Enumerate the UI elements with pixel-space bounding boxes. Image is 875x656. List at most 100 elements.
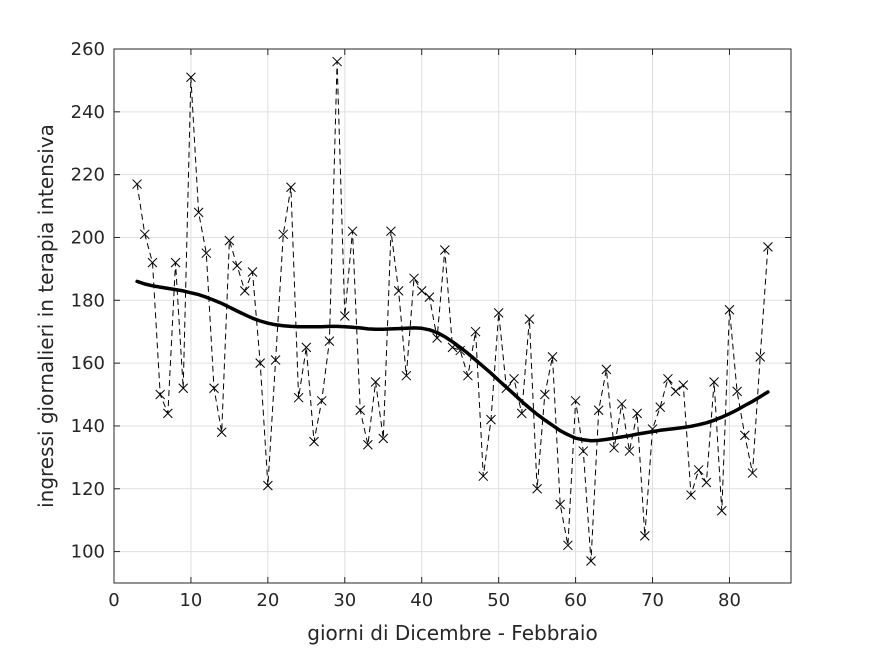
daily-point-marker (709, 377, 719, 387)
x-tick-label: 80 (718, 590, 741, 611)
daily-point-marker (209, 383, 219, 394)
daily-point-marker (601, 364, 612, 375)
daily-point-marker (424, 292, 435, 303)
daily-point-marker (463, 370, 473, 381)
y-tick-label: 100 (71, 542, 105, 563)
y-tick-label: 220 (71, 165, 105, 186)
x-tick-label: 30 (333, 590, 356, 611)
daily-point-marker (201, 248, 212, 259)
daily-point-marker (301, 342, 312, 353)
daily-point-marker (139, 229, 150, 240)
daily-point-marker (186, 72, 196, 83)
daily-point-marker (539, 389, 550, 400)
daily-point-marker (132, 179, 142, 189)
daily-point-marker (332, 56, 342, 67)
daily-point-marker (524, 314, 535, 324)
daily-point-marker (316, 395, 327, 406)
x-tick-label: 50 (487, 590, 510, 611)
daily-point-marker (247, 267, 258, 277)
daily-point-marker (609, 443, 619, 453)
daily-point-marker (670, 386, 681, 397)
daily-point-marker (763, 242, 773, 252)
daily-point-marker (593, 405, 604, 416)
daily-point-marker (370, 377, 381, 387)
daily-point-marker (270, 355, 281, 365)
ticks (113, 48, 791, 583)
daily-point-marker (632, 408, 642, 419)
trend-series-line (135, 279, 770, 443)
daily-point-marker (393, 286, 404, 296)
daily-point-marker (386, 226, 396, 237)
daily-point-marker (747, 468, 758, 478)
daily-point-marker (378, 433, 389, 444)
daily-point-marker (216, 427, 227, 438)
daily-point-marker (547, 351, 558, 362)
daily-point-marker (586, 556, 596, 566)
x-tick-label: 60 (564, 590, 587, 611)
daily-point-marker (716, 505, 727, 516)
daily-point-marker (416, 286, 427, 296)
daily-point-marker (439, 245, 450, 255)
daily-point-marker (355, 405, 366, 416)
daily-point-marker (470, 326, 481, 337)
x-tick-label: 10 (179, 590, 202, 611)
daily-point-marker (239, 286, 250, 296)
plot-area (114, 49, 791, 583)
daily-point-marker (532, 483, 542, 494)
daily-point-marker (278, 229, 289, 240)
daily-point-marker (686, 490, 696, 500)
plot-frame (113, 48, 792, 584)
daily-point-marker (516, 408, 527, 419)
series-layer (132, 56, 773, 566)
daily-point-marker (755, 351, 766, 362)
daily-point-marker (147, 257, 158, 268)
daily-point-marker (224, 235, 235, 246)
daily-point-marker (732, 386, 743, 397)
daily-point-marker (701, 477, 712, 488)
daily-point-marker (478, 471, 489, 482)
y-tick-label: 140 (71, 416, 105, 437)
daily-point-marker (639, 531, 650, 541)
daily-point-marker (193, 207, 204, 218)
daily-point-marker (486, 414, 496, 425)
daily-point-marker (493, 308, 504, 318)
daily-point-marker (178, 383, 189, 394)
daily-point-marker (363, 439, 373, 450)
daily-point-marker (624, 446, 635, 456)
y-tick-label: 120 (71, 479, 105, 500)
daily-point-marker (347, 226, 358, 237)
daily-point-marker (162, 408, 173, 419)
daily-point-marker (401, 370, 412, 381)
daily-point-marker (655, 402, 666, 412)
daily-point-marker (693, 465, 704, 475)
y-axis-label: ingressi giornalieri in terapia intensiv… (34, 124, 58, 508)
daily-point-marker (324, 336, 335, 346)
daily-point-marker (555, 499, 566, 510)
y-tick-label: 260 (71, 39, 105, 60)
daily-point-marker (678, 380, 689, 390)
daily-point-marker (578, 446, 589, 456)
x-tick-label: 20 (256, 590, 279, 611)
x-tick-label: 70 (641, 590, 664, 611)
daily-point-marker (570, 395, 581, 406)
daily-point-marker (293, 392, 304, 403)
y-tick-label: 180 (71, 290, 105, 311)
daily-point-marker (309, 436, 319, 447)
daily-point-marker (155, 389, 166, 400)
daily-point-marker (739, 430, 750, 441)
daily-point-marker (255, 358, 266, 368)
daily-point-marker (509, 373, 519, 384)
daily-point-marker (263, 480, 273, 491)
y-tick-label: 160 (71, 353, 105, 374)
x-tick-label: 40 (410, 590, 433, 611)
y-tick-label: 200 (71, 227, 105, 248)
daily-point-marker (409, 273, 419, 284)
daily-point-marker (170, 257, 181, 268)
daily-point-marker (339, 311, 350, 321)
daily-point-marker (232, 260, 242, 271)
daily-point-marker (563, 540, 573, 551)
tick-labels: 0 10 20 30 40 50 60 70 80 100 120 140 160 180 200 220 24… (71, 39, 741, 611)
daily-point-marker (663, 373, 673, 384)
daily-point-marker (286, 182, 296, 193)
